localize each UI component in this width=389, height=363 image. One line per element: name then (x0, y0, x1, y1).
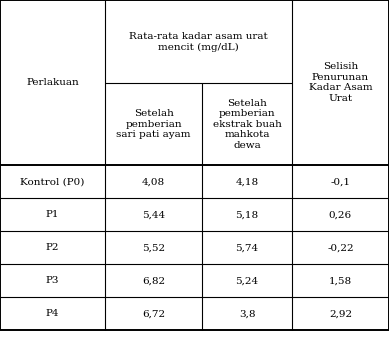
Text: P1: P1 (46, 210, 59, 219)
Text: Rata-rata kadar asam urat
mencit (mg/dL): Rata-rata kadar asam urat mencit (mg/dL) (129, 32, 268, 52)
Text: P3: P3 (46, 276, 59, 285)
Text: Setelah
pemberian
ekstrak buah
mahkota
dewa: Setelah pemberian ekstrak buah mahkota d… (212, 99, 282, 150)
Text: 3,8: 3,8 (239, 309, 255, 318)
Text: 5,44: 5,44 (142, 210, 165, 219)
Text: 5,52: 5,52 (142, 243, 165, 252)
Text: 6,82: 6,82 (142, 276, 165, 285)
Text: Kontrol (P0): Kontrol (P0) (20, 177, 85, 186)
Text: P4: P4 (46, 309, 59, 318)
Text: 5,18: 5,18 (235, 210, 259, 219)
Text: Setelah
pemberian
sari pati ayam: Setelah pemberian sari pati ayam (116, 109, 191, 139)
Text: 1,58: 1,58 (329, 276, 352, 285)
Text: Selisih
Penurunan
Kadar Asam
Urat: Selisih Penurunan Kadar Asam Urat (308, 62, 372, 103)
Text: P2: P2 (46, 243, 59, 252)
Text: 5,24: 5,24 (235, 276, 259, 285)
Text: 6,72: 6,72 (142, 309, 165, 318)
Text: 4,18: 4,18 (235, 177, 259, 186)
Text: 5,74: 5,74 (235, 243, 259, 252)
Text: 0,26: 0,26 (329, 210, 352, 219)
Text: -0,1: -0,1 (330, 177, 350, 186)
Text: 2,92: 2,92 (329, 309, 352, 318)
Text: 4,08: 4,08 (142, 177, 165, 186)
Text: -0,22: -0,22 (327, 243, 354, 252)
Text: Perlakuan: Perlakuan (26, 78, 79, 87)
